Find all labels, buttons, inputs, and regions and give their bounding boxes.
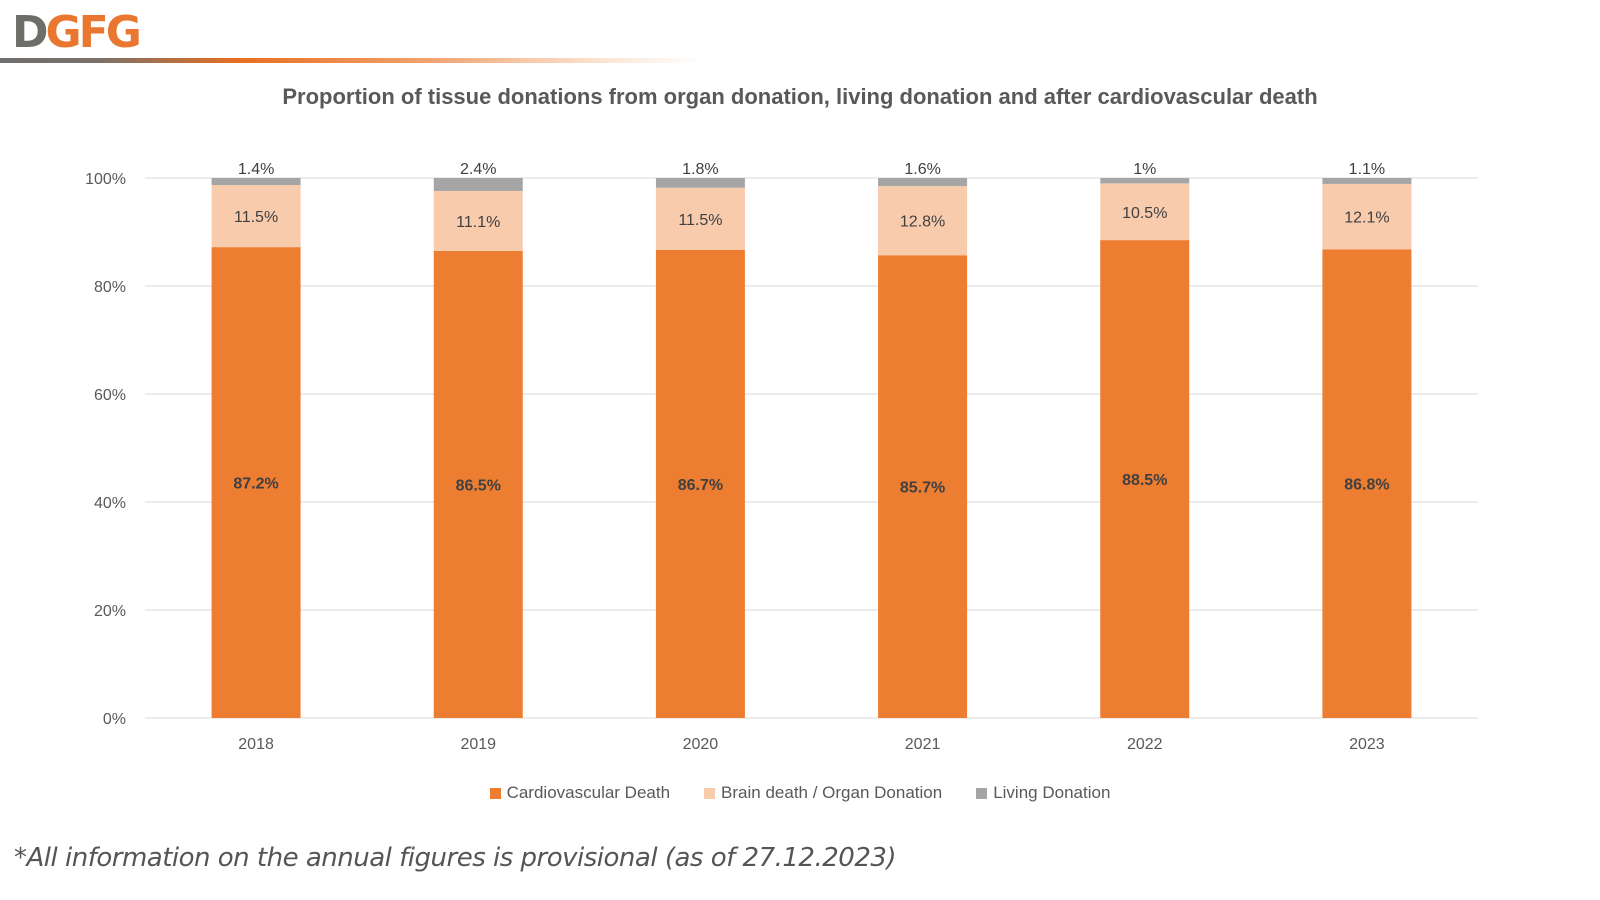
bar-segment-cardiovascular-death-2018: [211, 247, 301, 718]
bar-segment-cardiovascular-death-2021: [878, 255, 968, 718]
gridlines: [145, 177, 1478, 719]
footnote: *All information on the annual figures i…: [14, 843, 897, 873]
legend-item-brain-death: Brain death / Organ Donation: [704, 783, 942, 803]
bar-segment-brain-death-organ-donation-2022: [1100, 183, 1190, 241]
bar-segment-brain-death-organ-donation-2020: [655, 187, 745, 250]
data-label: 11.5%: [678, 212, 722, 229]
x-tick-label: 2020: [683, 736, 719, 753]
bar-segment-living-donation-2022: [1100, 178, 1190, 184]
data-label: 12.1%: [1344, 210, 1389, 227]
legend-swatch-cardiovascular: [489, 787, 501, 799]
x-tick-label: 2018: [238, 736, 274, 753]
data-label: 1.8%: [682, 161, 718, 178]
bar-segment-cardiovascular-death-2020: [655, 249, 745, 718]
y-tick-label: 20%: [94, 603, 126, 620]
x-tick-label: 2021: [905, 736, 941, 753]
data-label: 1.1%: [1349, 161, 1385, 178]
x-tick-label: 2022: [1127, 736, 1163, 753]
data-label: 1.4%: [238, 161, 274, 178]
data-label: 1.6%: [904, 161, 940, 178]
legend: Cardiovascular Death Brain death / Organ…: [0, 783, 1600, 803]
data-label: 86.7%: [678, 477, 723, 494]
bar-segment-living-donation-2023: [1322, 178, 1412, 184]
data-label: 2.4%: [460, 161, 496, 178]
bar-segment-living-donation-2019: [433, 178, 523, 191]
legend-label: Cardiovascular Death: [506, 783, 671, 802]
legend-label: Brain death / Organ Donation: [721, 783, 943, 802]
data-label: 85.7%: [900, 480, 945, 497]
legend-item-cardiovascular: Cardiovascular Death: [489, 783, 671, 803]
bar-segment-living-donation-2018: [211, 178, 301, 186]
bar-segment-brain-death-organ-donation-2019: [433, 190, 523, 251]
chart-title: Proportion of tissue donations from orga…: [282, 84, 1318, 109]
bar-segment-cardiovascular-death-2023: [1322, 249, 1412, 718]
y-tick-label: 0%: [103, 711, 126, 728]
data-label: 86.5%: [456, 477, 501, 494]
data-label: 11.1%: [456, 214, 500, 231]
bar-segment-living-donation-2021: [878, 178, 968, 187]
data-label: 10.5%: [1122, 205, 1167, 222]
y-tick-label: 40%: [94, 495, 126, 512]
bar-segment-living-donation-2020: [655, 178, 745, 188]
header-gradient-bar: [0, 58, 700, 63]
legend-item-living: Living Donation: [976, 783, 1110, 803]
logo-d: D: [12, 7, 48, 58]
y-axis-ticks: 0% 20% 40% 60% 80% 100%: [85, 171, 126, 728]
bars: [211, 178, 1412, 718]
data-label: 1%: [1133, 161, 1156, 178]
y-tick-label: 100%: [85, 171, 126, 188]
data-label: 86.8%: [1344, 477, 1389, 494]
x-axis-ticks: 2018 2019 2020 2021 2022 2023: [238, 736, 1385, 753]
data-labels: 87.2% 11.5% 1.4% 86.5% 11.1% 2.4% 86.7% 11.5% 1.…: [233, 161, 1389, 497]
legend-label: Living Donation: [993, 783, 1111, 802]
x-tick-label: 2019: [460, 736, 496, 753]
legend-swatch-living: [976, 787, 988, 799]
bar-segment-brain-death-organ-donation-2018: [211, 185, 301, 248]
data-label: 88.5%: [1122, 472, 1167, 489]
bar-segment-brain-death-organ-donation-2021: [878, 186, 968, 256]
data-label: 12.8%: [900, 214, 945, 231]
bar-segment-cardiovascular-death-2022: [1100, 240, 1190, 718]
bar-segment-brain-death-organ-donation-2023: [1322, 183, 1412, 250]
bar-segment-cardiovascular-death-2019: [433, 250, 523, 718]
y-tick-label: 60%: [94, 387, 126, 404]
dgfg-logo: DGFG: [12, 7, 142, 58]
data-label: 87.2%: [233, 476, 278, 493]
logo-gfg: GFG: [45, 7, 142, 58]
data-label: 11.5%: [234, 209, 278, 226]
y-tick-label: 80%: [94, 279, 126, 296]
x-tick-label: 2023: [1349, 736, 1385, 753]
legend-swatch-brain-death: [704, 787, 716, 799]
